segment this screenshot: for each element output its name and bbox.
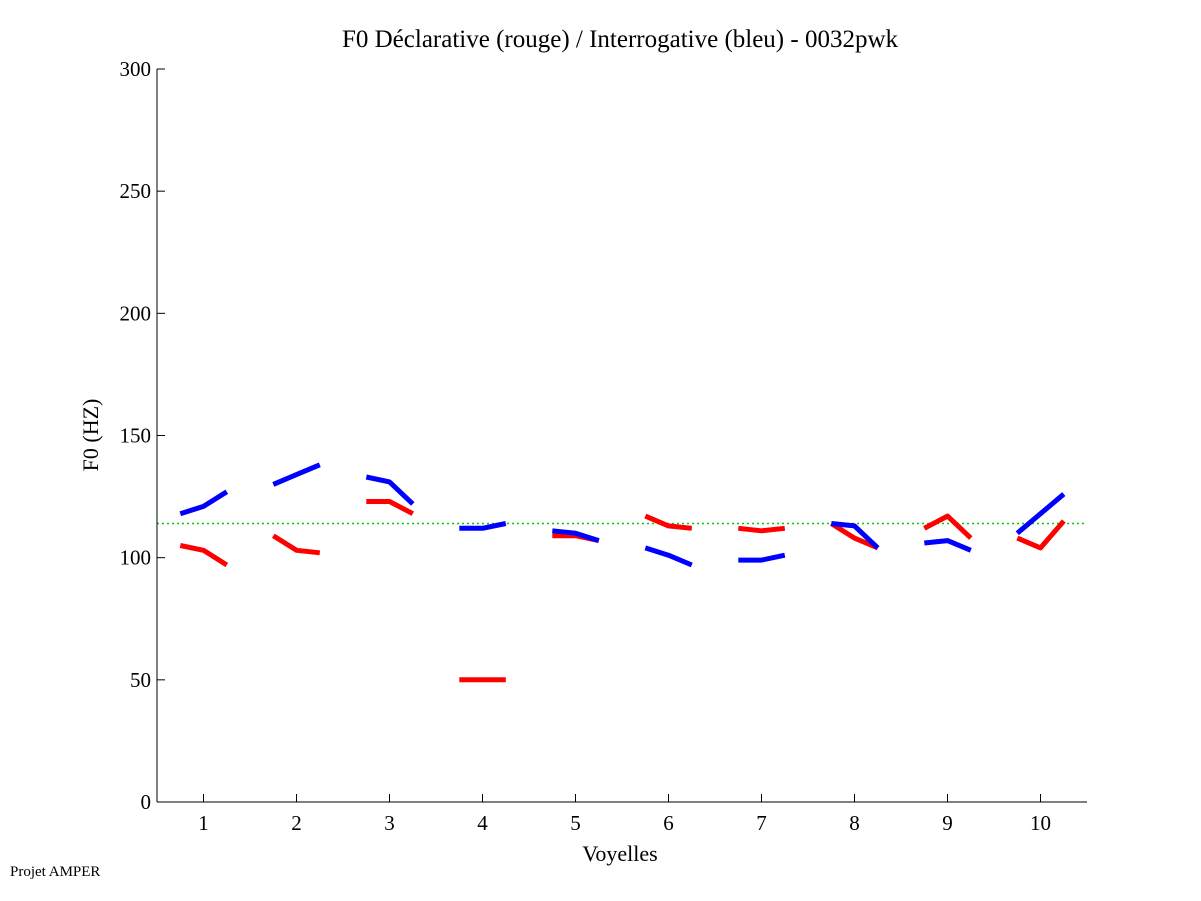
y-tick-label: 300 (120, 57, 152, 81)
footer-credit: Projet AMPER (10, 864, 101, 880)
y-tick-label: 150 (120, 424, 152, 448)
series-2-vowel-3-line (365, 474, 415, 506)
series-2-vowel-2-line (272, 462, 321, 487)
series-2-vowel-9-line (924, 538, 972, 553)
series-1-vowel-6-line (644, 513, 693, 531)
series-2-vowel-10-line (1015, 492, 1066, 536)
x-tick-label: 6 (663, 811, 674, 835)
series-2-vowel-4-line (459, 521, 507, 531)
y-tick-label: 100 (120, 546, 152, 570)
series-2-vowel-7-line (738, 552, 786, 563)
y-tick-label: 50 (130, 668, 151, 692)
series-1-vowel-3-line (366, 499, 414, 516)
x-tick-label: 8 (849, 811, 860, 835)
x-tick-label: 2 (291, 811, 302, 835)
plot-area (157, 462, 1087, 683)
series-1-vowel-2-line (271, 533, 321, 556)
series-1-vowel-9-line (923, 513, 973, 540)
chart-title: F0 Déclarative (rouge) / Interrogative (… (342, 26, 899, 53)
x-tick-label: 7 (756, 811, 767, 835)
x-tick-label: 9 (942, 811, 953, 835)
series-2-vowel-1-line (179, 489, 229, 517)
y-axis-label: F0 (HZ) (78, 399, 103, 472)
y-tick-label: 250 (120, 179, 152, 203)
x-tick-label: 4 (477, 811, 488, 835)
x-tick-label: 10 (1030, 811, 1051, 835)
series-1-vowel-10-line (1016, 519, 1066, 551)
axes: 0 50 100 150 200 250 300 1 2 3 4 5 6 7 8 9 10 (120, 57, 1087, 835)
y-tick-label: 200 (120, 301, 152, 325)
series-1-vowel-1-line (179, 543, 229, 568)
x-axis-label: Voyelles (582, 841, 657, 866)
x-tick-label: 3 (384, 811, 395, 835)
x-tick-label: 5 (570, 811, 581, 835)
series-1-vowel-7-line (738, 525, 786, 534)
y-tick-label: 0 (141, 790, 152, 814)
series-2-vowel-8-line (831, 521, 880, 550)
series-2-vowel-5-line (552, 528, 600, 543)
series-2-vowel-6-line (644, 545, 693, 568)
x-tick-label: 1 (198, 811, 209, 835)
series-1-vowel-8-line (829, 521, 879, 551)
